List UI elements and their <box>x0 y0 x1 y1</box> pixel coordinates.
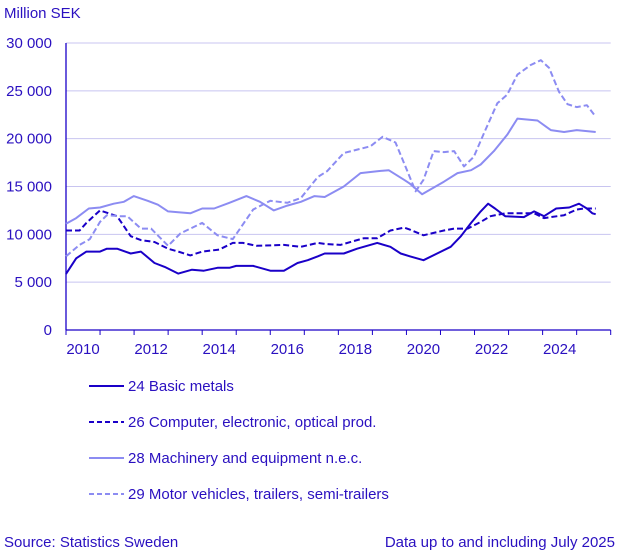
source-note: Source: Statistics Sweden <box>4 534 178 551</box>
x-tick-label: 2016 <box>271 341 304 358</box>
series-line-2 <box>66 207 596 257</box>
data-note: Data up to and including July 2025 <box>385 534 615 551</box>
series-line-3 <box>65 117 596 225</box>
x-tick-label: 2018 <box>339 341 372 358</box>
x-tick-label: 2012 <box>134 341 167 358</box>
series-line-1 <box>65 202 596 275</box>
legend-label: 26 Computer, electronic, optical prod. <box>128 414 376 431</box>
y-tick-label: 5 000 <box>14 274 52 291</box>
x-tick-label: 2024 <box>543 341 576 358</box>
series-line-4 <box>65 59 597 258</box>
legend-label: 28 Machinery and equipment n.e.c. <box>128 450 362 467</box>
legend-label: 29 Motor vehicles, trailers, semi-traile… <box>128 486 389 503</box>
y-tick-label: 0 <box>44 322 52 339</box>
x-tick-label: 2020 <box>407 341 440 358</box>
legend-label: 24 Basic metals <box>128 378 234 395</box>
x-tick-label: 2022 <box>475 341 508 358</box>
y-tick-label: 25 000 <box>6 83 52 100</box>
y-tick-label: 30 000 <box>6 35 52 52</box>
y-axis-label: Million SEK <box>4 5 81 22</box>
x-tick-label: 2014 <box>203 341 236 358</box>
y-tick-label: 20 000 <box>6 131 52 148</box>
y-tick-label: 15 000 <box>6 179 52 196</box>
x-tick-label: 2010 <box>66 341 99 358</box>
y-tick-label: 10 000 <box>6 226 52 243</box>
